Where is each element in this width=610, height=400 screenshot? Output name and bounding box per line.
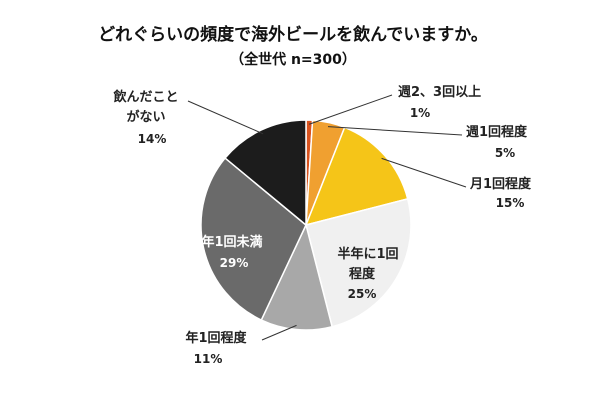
slice-value-label: 1% xyxy=(410,106,430,120)
slice-category-label: がない xyxy=(126,109,165,125)
slice-label-2: 週1回程度 5% xyxy=(466,124,528,160)
pie-slice-4 xyxy=(305,197,412,328)
slice-label-1: 週2、3回以上 1% xyxy=(398,85,481,120)
slice-category-label: 年1回未満 xyxy=(201,234,262,250)
pie-slice-7 xyxy=(224,119,307,227)
chart-subtitle: （全世代 n=300） xyxy=(230,51,356,68)
leader-line-3 xyxy=(381,157,467,188)
slice-category-label: 週1回程度 xyxy=(466,124,528,140)
pie-slice-3 xyxy=(304,126,409,227)
pie-slices xyxy=(200,119,412,331)
slice-value-label: 14% xyxy=(138,132,167,146)
slice-category-label: 程度 xyxy=(349,266,376,282)
leader-line-1 xyxy=(308,94,393,125)
pie-slice-5 xyxy=(260,222,334,331)
leader-line-2 xyxy=(327,126,463,136)
slice-value-label: 15% xyxy=(496,196,525,210)
slice-value-label: 11% xyxy=(194,352,223,366)
leader-line-7 xyxy=(187,100,264,135)
slice-category-label: 週2、3回以上 xyxy=(398,85,481,100)
slice-category-label: 飲んだこと xyxy=(112,89,178,105)
slice-value-label: 5% xyxy=(495,146,515,160)
slice-category-label: 月1回程度 xyxy=(469,176,532,192)
slice-label-6: 年1回未満 29% xyxy=(201,234,262,270)
leader-lines xyxy=(187,94,467,341)
slice-label-5: 年1回程度 11% xyxy=(185,330,247,366)
slice-label-3: 月1回程度 15% xyxy=(469,176,532,210)
slice-category-label: 年1回程度 xyxy=(185,330,247,346)
chart-title: どれぐらいの頻度で海外ビールを飲んでいますか。 xyxy=(98,24,488,45)
pie-slice-6 xyxy=(200,157,307,322)
slice-value-label: 25% xyxy=(348,287,377,301)
slice-value-label: 29% xyxy=(220,256,249,270)
slice-category-label: 半年に1回 xyxy=(337,246,398,262)
leader-line-5 xyxy=(261,324,297,341)
